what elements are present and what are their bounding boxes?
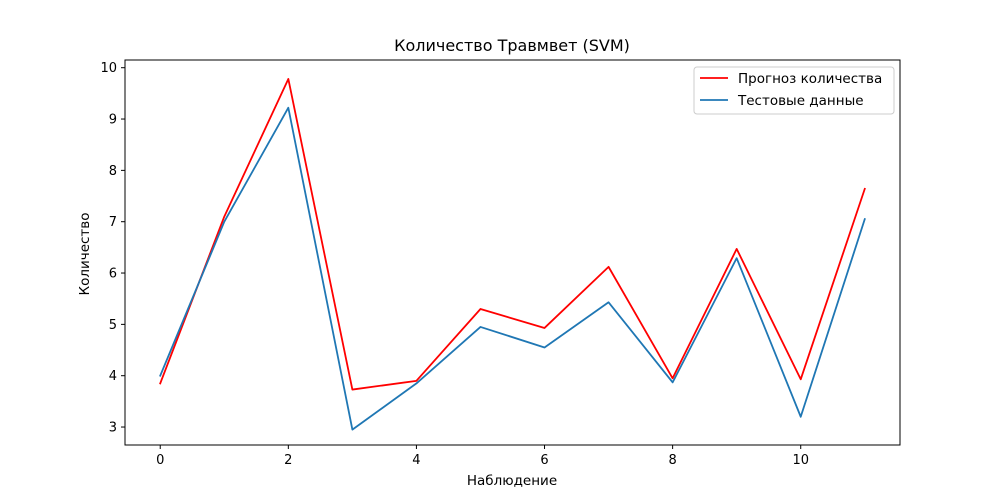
y-tick-label: 7 [109, 215, 117, 230]
y-tick-label: 5 [109, 318, 117, 333]
series-line-1 [159, 106, 866, 431]
x-tick-label: 2 [284, 453, 292, 468]
legend: Прогноз количества Тестовые данные [693, 66, 895, 115]
legend-box [693, 66, 895, 115]
axes-frame [124, 59, 901, 446]
x-tick-label: 10 [792, 453, 809, 468]
legend-label-0: Прогноз количества [738, 71, 882, 87]
x-tick-label: 8 [668, 453, 676, 468]
x-tick-label: 4 [412, 453, 420, 468]
legend-label-1: Тестовые данные [737, 93, 864, 109]
y-tick-label: 10 [100, 61, 117, 76]
series-line-0 [159, 78, 866, 391]
chart-title: Количество Травмвет (SVM) [394, 36, 630, 55]
x-tick-label: 6 [540, 453, 548, 468]
x-axis-label: Наблюдение [467, 473, 557, 489]
y-tick-label: 8 [109, 164, 117, 179]
y-tick-label: 3 [109, 421, 117, 436]
y-tick-label: 4 [109, 369, 117, 384]
y-axis-label: Количество [77, 212, 93, 295]
plot-area: 0 2 4 6 8 10 3 4 5 6 7 8 9 10 [100, 59, 901, 468]
y-tick-label: 6 [109, 267, 117, 282]
y-tick-label: 9 [109, 113, 117, 128]
x-tick-label: 0 [156, 453, 164, 468]
